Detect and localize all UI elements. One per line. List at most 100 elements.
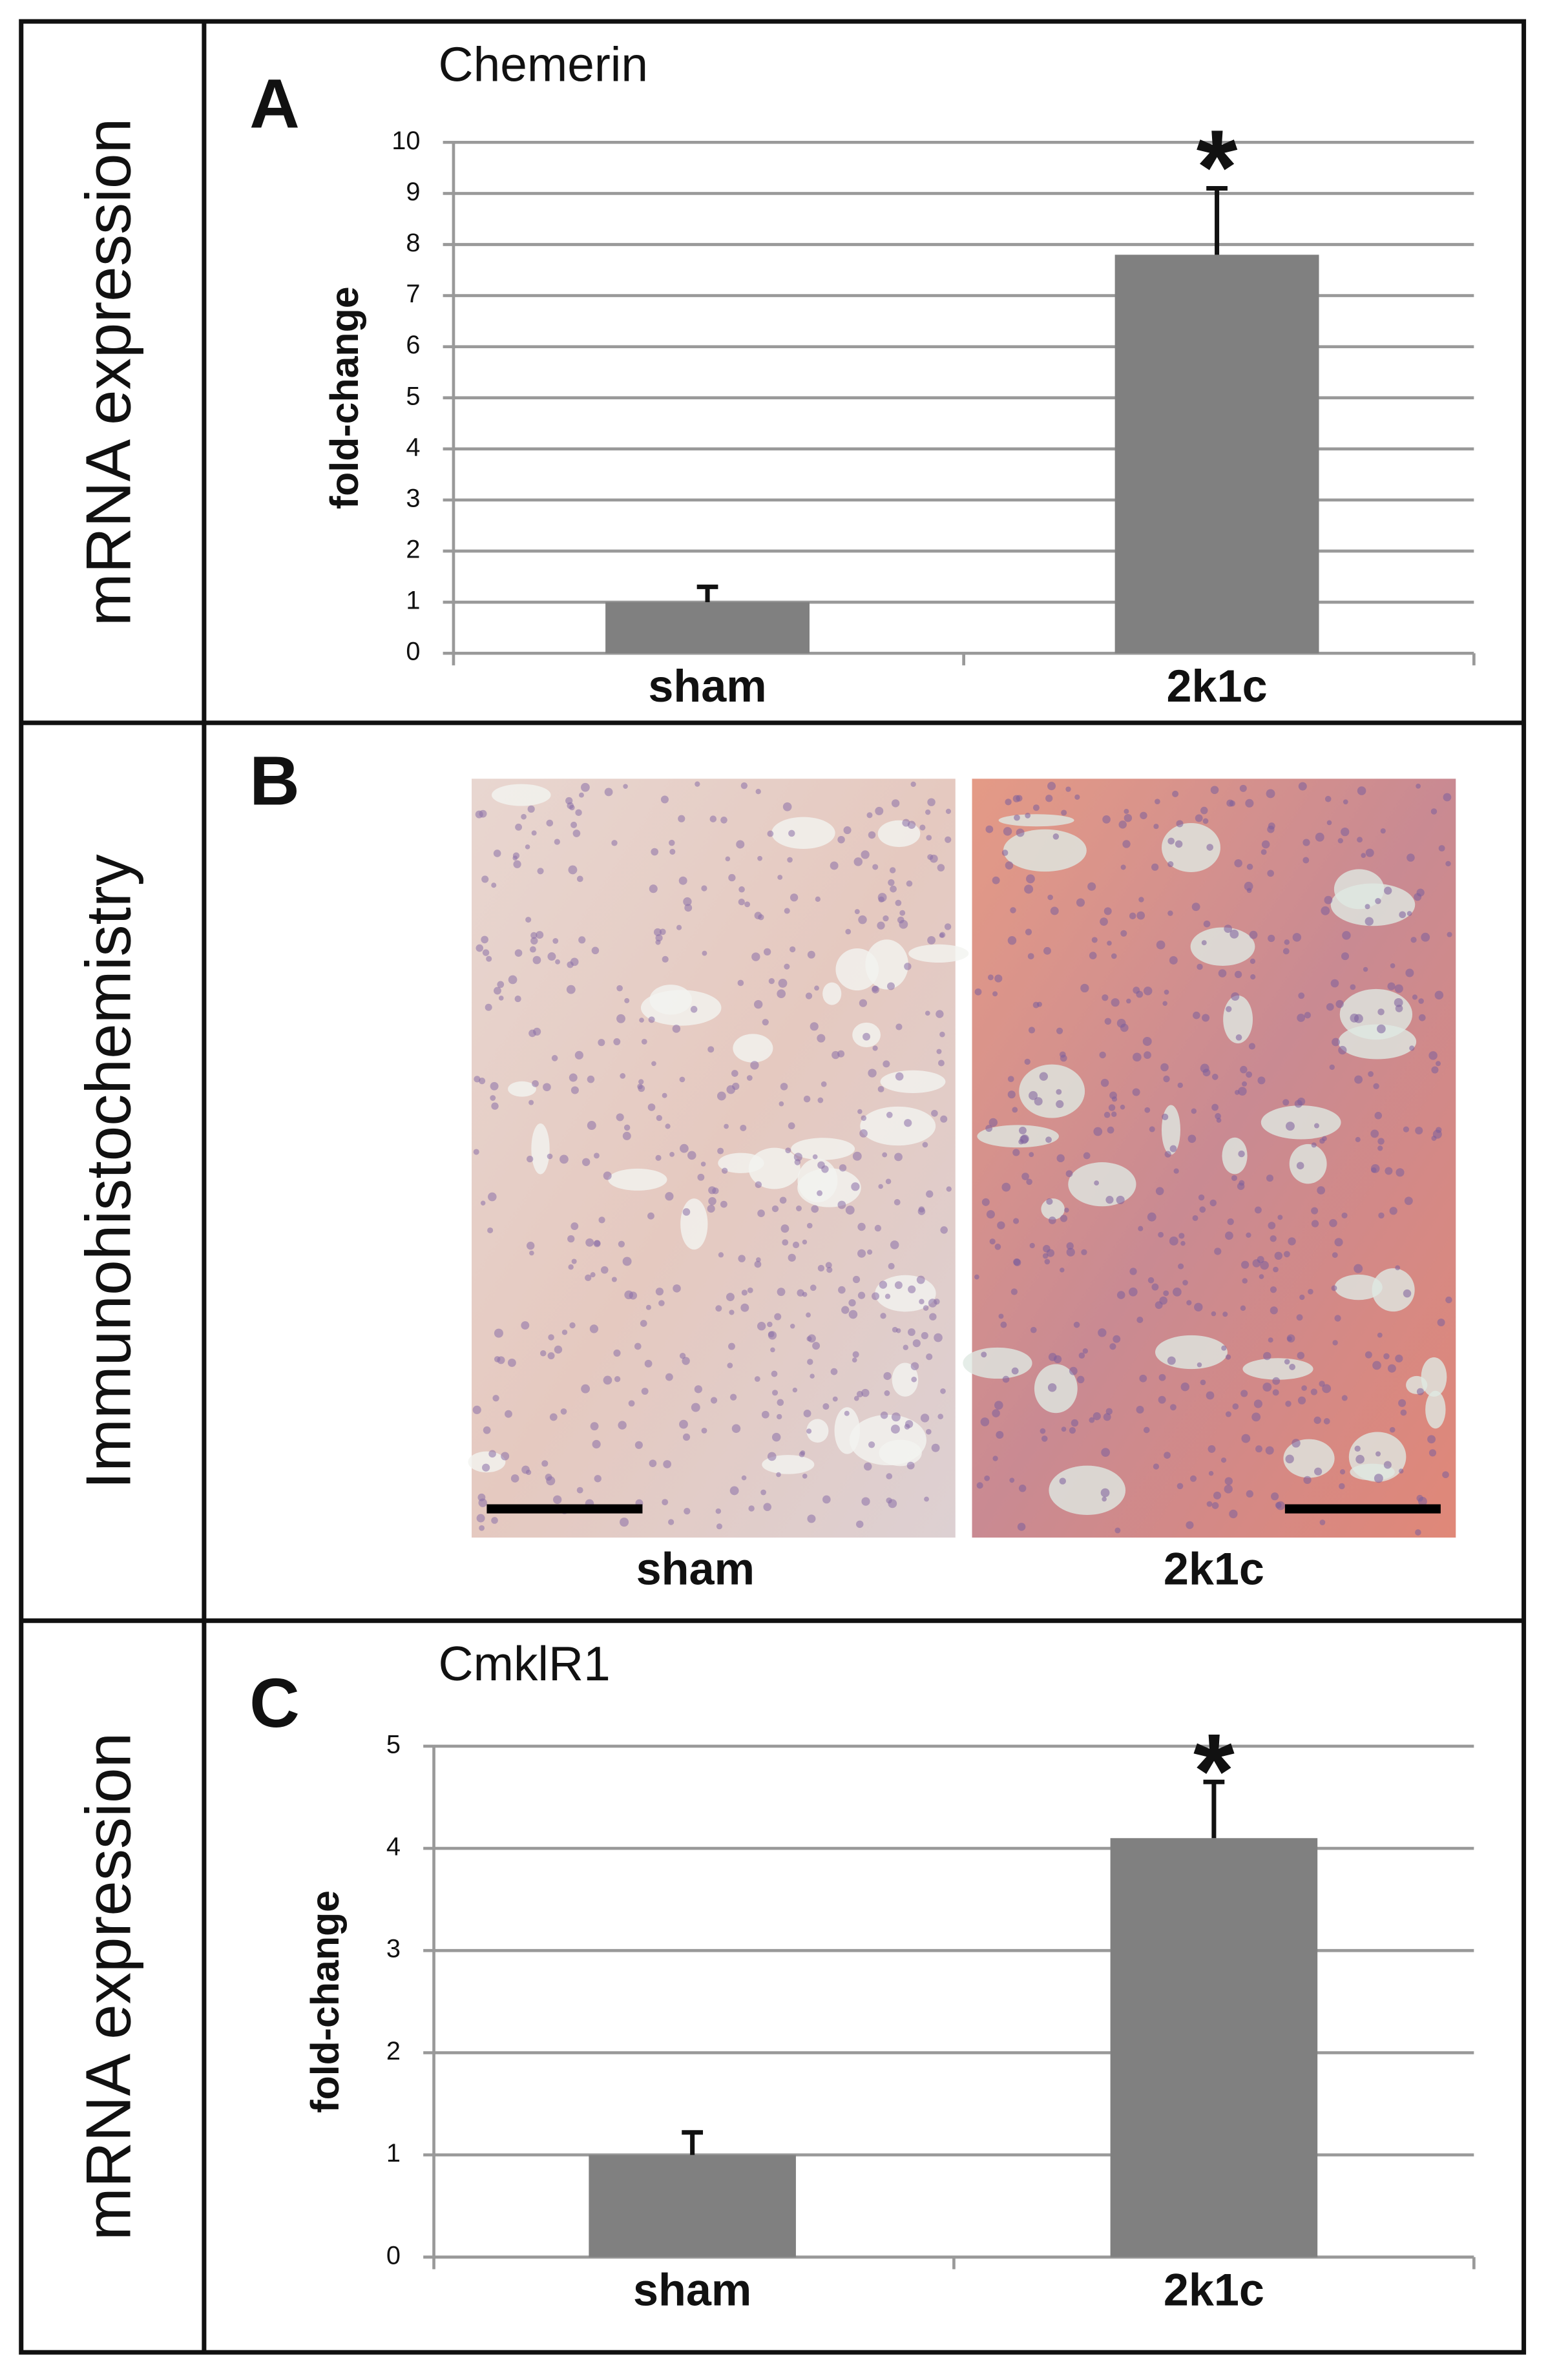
nucleus [647,1103,656,1111]
nucleus [551,1055,558,1061]
nucleus [1061,1426,1067,1432]
nucleus [1332,1252,1338,1258]
nucleus [817,1097,824,1103]
nucleus [904,1119,912,1127]
nucleus [729,1310,735,1315]
nucleus [812,1342,821,1350]
nucleus [1239,784,1247,792]
nucleus [891,1412,901,1422]
nucleus [1191,1108,1197,1114]
nucleus [790,893,799,902]
nucleus [514,949,523,957]
nucleus [857,1291,866,1299]
nucleus [1007,1091,1016,1099]
nucleus [1014,814,1020,821]
nucleus [731,1070,738,1077]
nucleus [777,875,783,880]
nucleus [1263,1352,1271,1361]
nucleus [547,952,556,961]
nucleus [1100,1488,1110,1498]
lumen [822,982,842,1005]
nucleus [994,1401,1003,1410]
nucleus [604,788,613,797]
nucleus [528,1100,534,1105]
nucleus [1041,1435,1048,1442]
nucleus [1029,1242,1035,1249]
nucleus [782,802,792,811]
nucleus [585,1238,594,1247]
nucleus [1297,1097,1306,1106]
nucleus [525,844,530,850]
nucleus [802,1239,808,1245]
nucleus [940,1226,948,1234]
nucleus [987,974,994,981]
nucleus [700,1162,706,1167]
nucleus [1105,1408,1113,1415]
nucleus [894,1153,903,1162]
nucleus [581,1158,591,1166]
nucleus [1211,1074,1219,1080]
nucleus [1209,1199,1217,1207]
nucleus [623,1124,631,1131]
nucleus [1218,969,1227,977]
nucleus [536,931,544,939]
lumen [531,1123,550,1174]
nucleus [1251,1412,1261,1422]
nucleus [817,1034,826,1043]
bar [589,2155,796,2257]
nucleus [581,782,590,792]
nucleus [1159,1296,1167,1305]
nucleus [1395,1354,1403,1362]
nucleus [837,1050,845,1058]
nucleus [923,1305,929,1311]
nucleus [925,1010,930,1016]
nucleus [906,880,913,887]
nucleus [1242,1278,1248,1284]
nucleus [747,1287,753,1293]
nucleus [682,1357,690,1365]
nucleus [810,1022,819,1031]
nucleus [1191,903,1200,912]
nucleus [1241,1434,1251,1443]
nucleus [494,986,501,995]
nucleus [487,1227,494,1233]
nucleus [1329,1219,1337,1227]
nucleus [897,916,905,924]
nucleus [726,1293,735,1302]
nucleus [510,1474,519,1483]
nucleus [1163,1075,1170,1083]
nucleus [651,848,659,856]
nucleus [1109,1091,1117,1100]
nucleus [1078,1352,1085,1359]
nucleus [1261,840,1270,849]
nucleus [839,1164,847,1172]
nucleus [1442,1471,1449,1479]
nucleus [807,950,815,959]
nucleus [476,944,484,952]
nucleus [1111,1111,1117,1117]
nucleus [1403,1126,1410,1133]
nucleus [1160,1063,1169,1072]
nucleus [1091,937,1098,943]
lumen [1421,1357,1447,1397]
nucleus [762,1019,769,1026]
lumen [1283,1439,1335,1478]
nucleus [501,1452,510,1461]
nucleus [1158,1395,1166,1404]
nucleus [576,875,583,882]
nucleus [1143,1426,1150,1434]
nucleus [569,804,575,811]
nucleus [611,1277,617,1282]
nucleus [1447,932,1452,937]
nucleus [1225,1231,1233,1240]
nucleus [1138,1226,1144,1231]
nucleus [1317,1186,1326,1195]
nucleus [894,1199,901,1206]
nucleus [1377,1008,1385,1016]
nucleus [481,875,489,883]
nucleus [757,1322,766,1331]
nucleus [709,815,717,822]
nucleus [1107,1126,1114,1134]
nucleus [1377,1138,1385,1145]
nucleus [784,963,790,970]
